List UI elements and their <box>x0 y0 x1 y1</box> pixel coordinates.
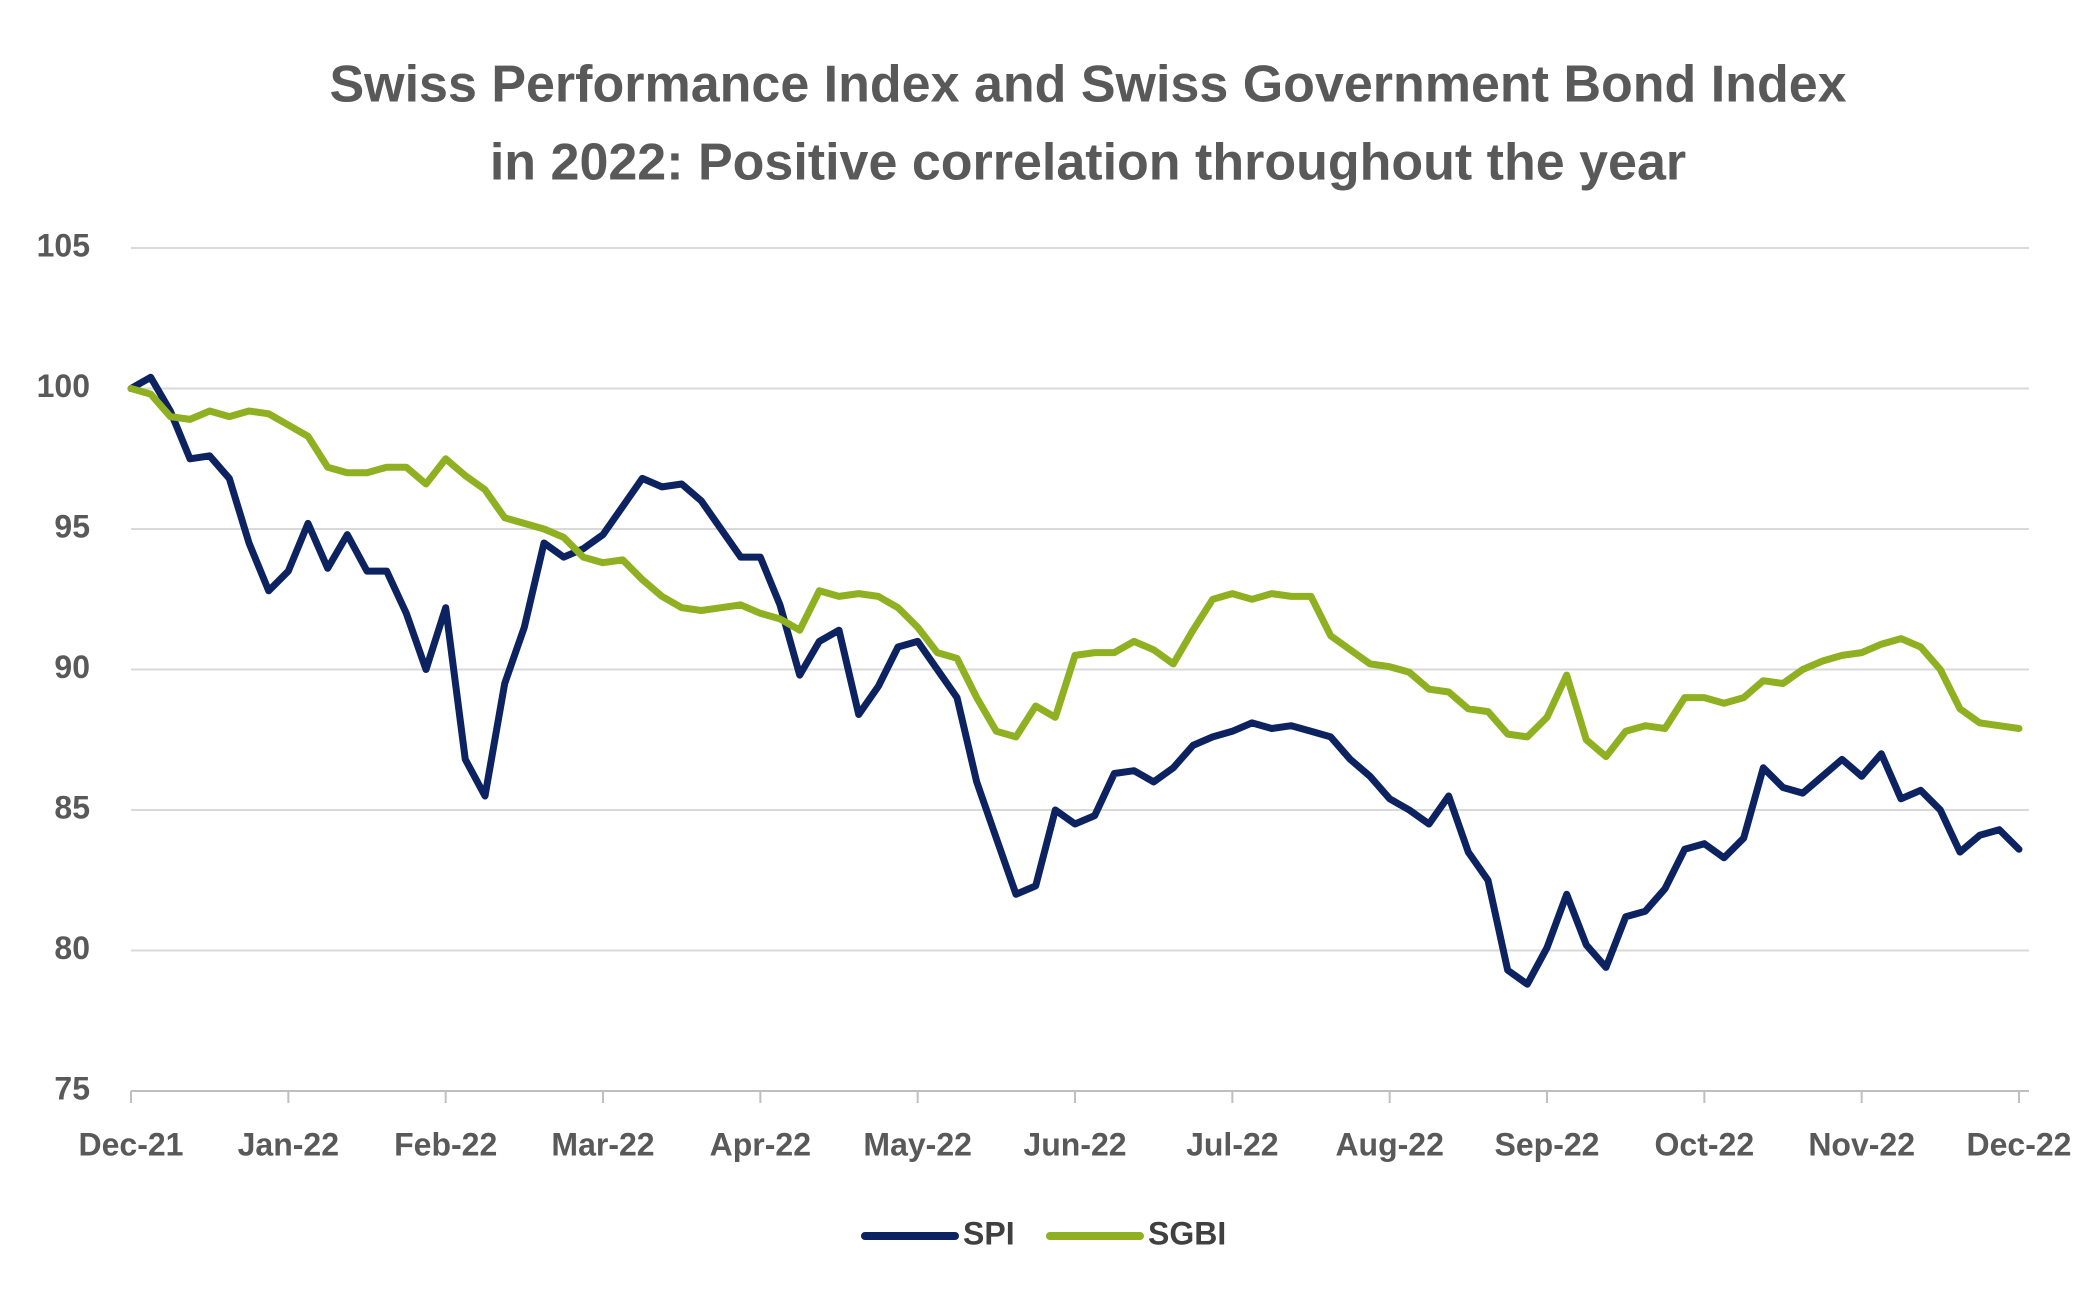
y-tick-label: 90 <box>54 649 90 685</box>
x-tick-label: Jan-22 <box>238 1126 339 1162</box>
x-tick-label: Aug-22 <box>1335 1126 1443 1162</box>
y-tick-label: 85 <box>54 789 90 825</box>
chart-title: Swiss Performance Index and Swiss Govern… <box>329 56 1846 114</box>
x-tick-label: Jun-22 <box>1023 1126 1126 1162</box>
chart-title: in 2022: Positive correlation throughout… <box>490 134 1686 192</box>
line-series <box>127 385 2023 761</box>
x-tick-label: Dec-22 <box>1967 1126 2072 1162</box>
y-tick-label: 75 <box>54 1070 90 1106</box>
x-tick-label: Dec-21 <box>79 1126 184 1162</box>
legend-label: SPI <box>963 1215 1015 1251</box>
x-tick-label: Apr-22 <box>710 1126 811 1162</box>
x-tick-label: May-22 <box>863 1126 972 1162</box>
x-tick-label: Jul-22 <box>1186 1126 1278 1162</box>
y-tick-label: 80 <box>54 930 90 966</box>
y-tick-label: 100 <box>37 368 90 404</box>
x-tick-label: Nov-22 <box>1808 1126 1915 1162</box>
line-series <box>127 373 2023 988</box>
x-tick-label: Oct-22 <box>1655 1126 1755 1162</box>
x-tick-label: Feb-22 <box>394 1126 497 1162</box>
x-tick-label: Mar-22 <box>551 1126 654 1162</box>
legend-label: SGBI <box>1148 1215 1226 1251</box>
y-tick-label: 95 <box>54 508 90 544</box>
y-tick-label: 105 <box>37 227 90 263</box>
x-tick-label: Sep-22 <box>1495 1126 1600 1162</box>
